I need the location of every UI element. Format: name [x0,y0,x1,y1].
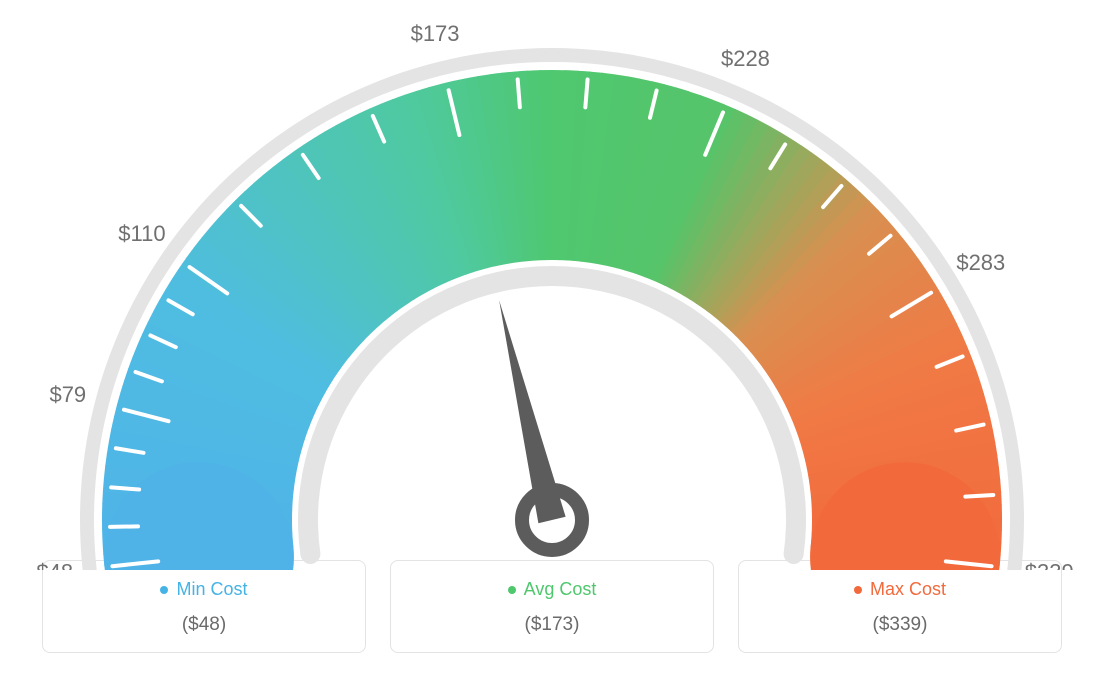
legend-dot-min [160,586,168,594]
gauge-svg: $48 $79 $110 $173 $228 $283 $339 [0,10,1104,570]
svg-text:$228: $228 [721,46,770,71]
svg-text:$339: $339 [1025,559,1074,570]
legend-row: Min Cost ($48) Avg Cost ($173) Max Cost … [42,560,1062,653]
legend-value-avg: ($173) [391,614,713,636]
legend-value-max: ($339) [739,614,1061,636]
legend-label-min: Min Cost [176,579,247,600]
legend-dot-max [854,586,862,594]
svg-text:$110: $110 [118,221,165,246]
legend-card-max: Max Cost ($339) [738,560,1062,653]
legend-label-max: Max Cost [870,579,946,600]
legend-title-max: Max Cost [854,579,946,600]
svg-text:$48: $48 [36,559,73,570]
svg-text:$173: $173 [411,21,460,46]
legend-title-avg: Avg Cost [508,579,597,600]
legend-value-min: ($48) [43,614,365,636]
legend-card-avg: Avg Cost ($173) [390,560,714,653]
svg-text:$283: $283 [956,250,1005,275]
legend-title-min: Min Cost [160,579,247,600]
legend-label-avg: Avg Cost [524,579,597,600]
gauge-chart: $48$79$110$173$228$283$339 [0,0,1104,560]
svg-text:$79: $79 [49,382,86,407]
legend-card-min: Min Cost ($48) [42,560,366,653]
legend-dot-avg [508,586,516,594]
